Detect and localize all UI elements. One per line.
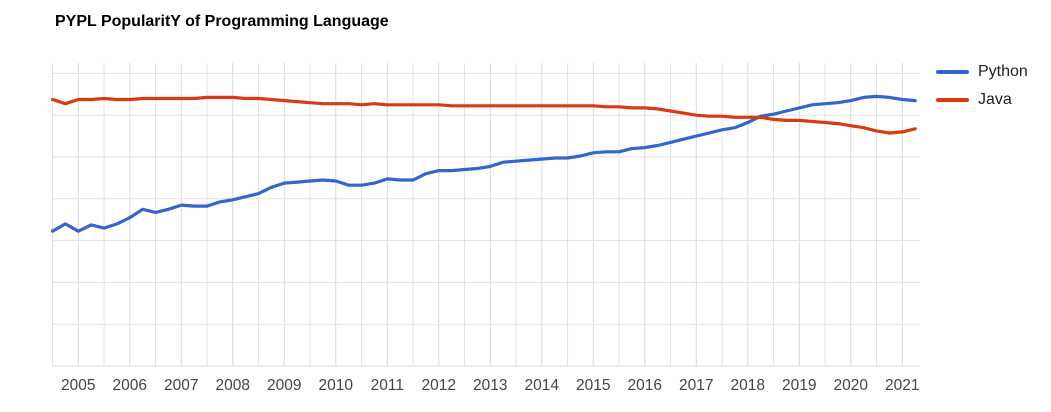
x-axis-tick-label: 2005	[61, 377, 95, 394]
legend-label-python: Python	[978, 63, 1028, 80]
legend-item-java: Java	[936, 86, 1028, 114]
x-axis-tick-label: 2009	[267, 377, 301, 394]
x-axis-tick-label: 2006	[113, 377, 147, 394]
x-axis-tick-label: 2010	[319, 377, 354, 394]
x-axis-tick-label: 2018	[731, 377, 765, 394]
x-axis-tick-label: 2008	[216, 377, 250, 394]
chart-title: PYPL PopularitY of Programming Language	[55, 13, 389, 30]
java-line-swatch-icon	[936, 98, 969, 102]
legend-label-java: Java	[978, 91, 1012, 108]
x-axis-tick-label: 2012	[422, 377, 456, 394]
x-axis-tick-label: 2011	[371, 377, 404, 394]
legend-item-python: Python	[936, 58, 1028, 86]
gridlines	[52, 63, 920, 367]
x-axis-labels: 2005 2006 2007 2008 2009 2010 2011 2012 2013 2014…	[61, 377, 919, 394]
chart-legend: Python Java	[936, 58, 1028, 114]
python-line-swatch-icon	[936, 70, 969, 74]
python-series-line	[50, 94, 917, 233]
x-axis-tick-label: 2014	[525, 377, 560, 394]
x-axis-tick-label: 2020	[834, 377, 869, 394]
x-axis-tick-label: 2016	[628, 377, 662, 394]
x-axis-tick-label: 2019	[782, 377, 816, 394]
java-series-line	[50, 95, 917, 135]
x-axis-tick-label: 2021	[885, 377, 919, 394]
x-axis-tick-label: 2007	[164, 377, 198, 394]
x-axis-tick-label: 2013	[473, 377, 507, 394]
x-axis-tick-label: 2015	[576, 377, 610, 394]
x-axis-tick-label: 2017	[679, 377, 713, 394]
